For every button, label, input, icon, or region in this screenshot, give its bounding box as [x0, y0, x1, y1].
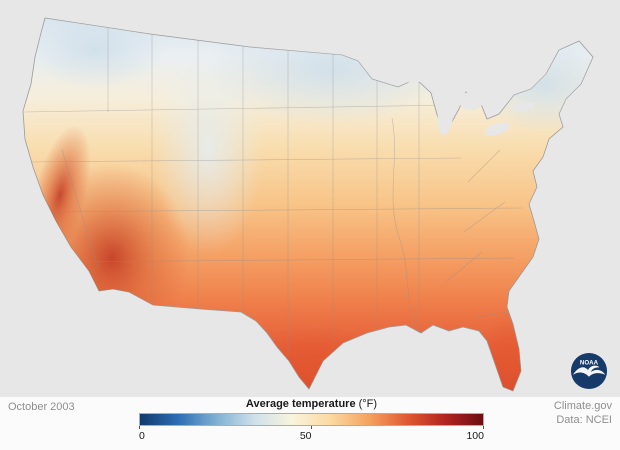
noaa-logo-text: NOAA [580, 359, 599, 366]
legend-tick-max: 100 [466, 430, 484, 442]
source-credit: Climate.gov Data: NCEI [554, 399, 612, 428]
legend-tick-min: 0 [139, 430, 145, 442]
legend-colorbar [139, 413, 484, 426]
legend-units: (°F) [358, 398, 378, 410]
legend-tickmarks [139, 426, 484, 429]
source-data: Data: NCEI [556, 414, 612, 427]
legend-title: Average temperature (°F) [139, 398, 484, 410]
footer: October 2003 Average temperature (°F) 0 … [0, 397, 620, 450]
legend-tick-mid: 50 [299, 430, 312, 442]
source-site: Climate.gov [553, 400, 612, 412]
legend-tick-labels: 0 50 100 [139, 430, 484, 442]
state-borders [23, 22, 523, 355]
legend-title-text: Average temperature [245, 398, 356, 410]
period-label: October 2003 [8, 401, 75, 413]
us-temperature-map: NOAA [0, 0, 620, 397]
us-map [22, 17, 594, 392]
noaa-logo: NOAA [570, 352, 608, 390]
great-lakes [370, 57, 534, 136]
temperature-legend: Average temperature (°F) 0 50 100 [139, 398, 484, 442]
noaa-seagull-icon [572, 365, 606, 377]
